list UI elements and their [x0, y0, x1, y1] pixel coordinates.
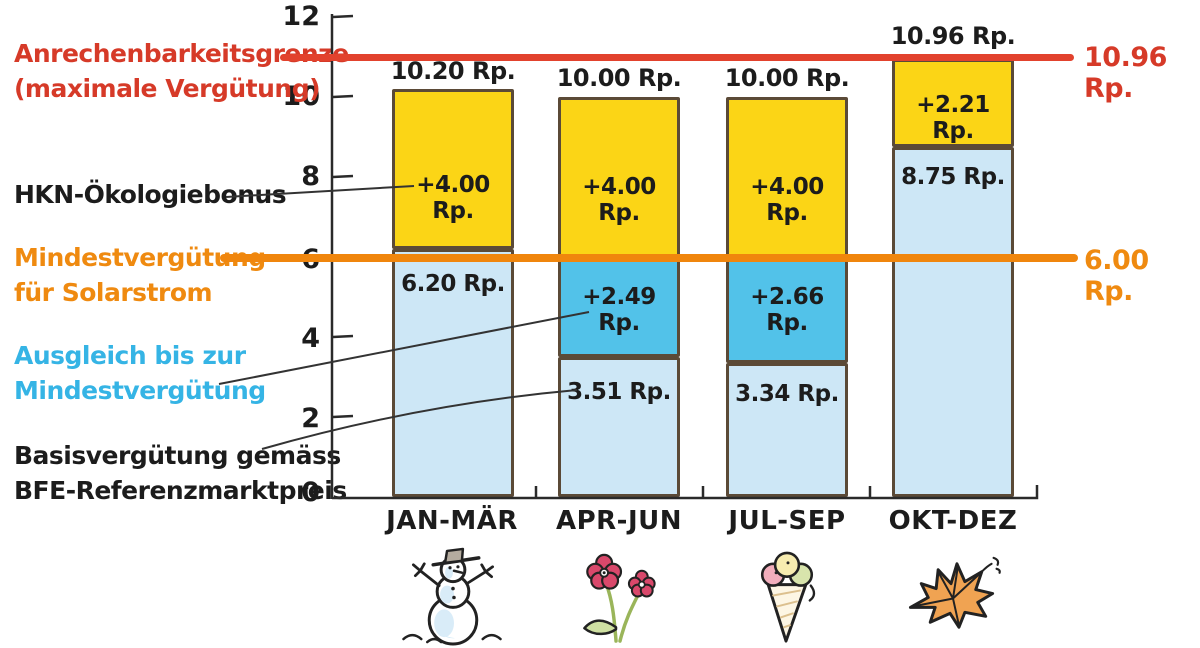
snowman-icon — [402, 547, 502, 646]
y-tick-2: 2 — [301, 403, 320, 434]
segment-basisverguetung: 8.75 Rp. — [892, 147, 1014, 497]
segment-basisverguetung: 3.51 Rp. — [558, 357, 680, 497]
annotation-line: Anrechenbarkeitsgrenze — [14, 39, 349, 68]
category-jul-sep: JUL-SEP — [728, 506, 846, 536]
segment-oekologiebonus: +4.00 Rp. — [392, 89, 514, 249]
bar-apr-jun: 10.00 Rp. +4.00 Rp. +2.49 Rp. 3.51 Rp. — [557, 0, 682, 648]
segment-ausgleich: +2.66 Rp. — [726, 257, 848, 363]
annotation-line: Mindestvergütung — [14, 376, 266, 405]
annotation-line: BFE-Referenzmarktpreis — [14, 476, 347, 505]
annotation-ausgleich: Ausgleich bis zur Mindestvergütung — [14, 338, 266, 408]
flower-large — [586, 553, 623, 590]
minimum-line — [220, 254, 1078, 262]
segment-value-label: 8.75 Rp. — [901, 164, 1005, 190]
limit-line-value: 10.96 Rp. — [1084, 42, 1167, 104]
segment-value-label: 3.34 Rp. — [735, 381, 839, 407]
segment-value-label: +4.00 Rp. — [750, 174, 824, 226]
bar-total-label: 10.96 Rp. — [890, 22, 1016, 50]
segment-value-label: +2.66 Rp. — [750, 284, 824, 336]
spring-flowers-icon — [583, 553, 656, 643]
segment-value-label: +2.49 Rp. — [582, 284, 656, 336]
bar-total-label: 10.00 Rp. — [556, 64, 682, 92]
annotation-line: (maximale Vergütung) — [14, 74, 321, 103]
limit-line — [280, 54, 1074, 61]
segment-basisverguetung: 6.20 Rp. — [392, 249, 514, 497]
y-tick-0: 0 — [301, 477, 320, 508]
y-tick-10: 10 — [282, 81, 320, 112]
segment-value-label: 6.20 Rp. — [401, 271, 505, 297]
annotation-mindestverguetung: Mindestvergütung für Solarstrom — [14, 240, 266, 310]
y-tick-12: 12 — [282, 1, 320, 32]
autumn-leaf-icon — [908, 556, 1001, 629]
annotation-line: Basisvergütung gemäss — [14, 441, 341, 470]
segment-ausgleich: +2.49 Rp. — [558, 257, 680, 357]
segment-basisverguetung: 3.34 Rp. — [726, 363, 848, 497]
segment-oekologiebonus: +2.21 Rp. — [892, 59, 1014, 147]
minimum-line-value: 6.00 Rp. — [1084, 245, 1149, 307]
segment-oekologiebonus: +4.00 Rp. — [558, 97, 680, 257]
bar-okt-dez: 10.96 Rp. +2.21 Rp. 8.75 Rp. — [891, 0, 1016, 648]
segment-value-label: +4.00 Rp. — [416, 172, 490, 224]
y-tick-8: 8 — [301, 161, 320, 192]
annotation-line: HKN-Ökologiebonus — [14, 180, 287, 209]
annotation-hkn-oekologiebonus: HKN-Ökologiebonus — [14, 177, 287, 212]
bar-jul-sep: 10.00 Rp. +4.00 Rp. +2.66 Rp. 3.34 Rp. — [725, 0, 850, 648]
bar-total-label: 10.00 Rp. — [724, 64, 850, 92]
annotation-anrechenbarkeitsgrenze: Anrechenbarkeitsgrenze (maximale Vergütu… — [14, 36, 349, 106]
category-jan-mar: JAN-MÄR — [386, 506, 518, 536]
category-apr-jun: APR-JUN — [555, 506, 683, 536]
segment-value-label: 3.51 Rp. — [567, 379, 671, 405]
bar-total-label: 10.20 Rp. — [390, 57, 516, 85]
autumn-icon-box — [888, 544, 1018, 648]
ice-cream-icon — [760, 551, 816, 643]
annotation-basisverguetung: Basisvergütung gemäss BFE-Referenzmarktp… — [14, 438, 347, 508]
segment-value-label: +4.00 Rp. — [582, 174, 656, 226]
segment-value-label: +2.21 Rp. — [916, 92, 990, 144]
category-okt-dez: OKT-DEZ — [888, 506, 1018, 536]
y-tick-4: 4 — [301, 323, 320, 354]
flower-small — [627, 569, 656, 598]
summer-icon-box — [722, 544, 852, 648]
annotation-line: für Solarstrom — [14, 278, 213, 307]
winter-icon-box — [387, 544, 517, 648]
annotation-line: Ausgleich bis zur — [14, 341, 246, 370]
segment-oekologiebonus: +4.00 Rp. — [726, 97, 848, 257]
spring-icon-box — [554, 544, 684, 648]
